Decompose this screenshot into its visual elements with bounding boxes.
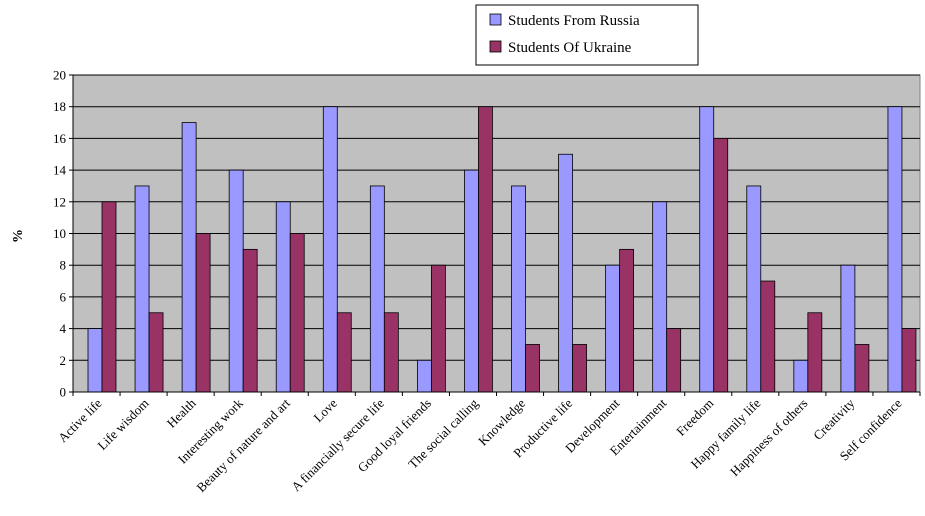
bar-ukraine [242, 248, 258, 393]
axes [72, 75, 921, 396]
bar-ukraine [336, 312, 352, 393]
bar-russia [134, 185, 150, 393]
legend-entry: Students From Russia [508, 13, 640, 29]
bar-ukraine [525, 344, 540, 393]
bar-russia [793, 359, 809, 393]
x-tick-label: A financially secure life [288, 395, 387, 494]
bar-russia [605, 264, 621, 393]
bar-ukraine [713, 137, 729, 393]
x-tick-label: Freedom [673, 396, 716, 439]
gridlines [73, 74, 920, 361]
bar-ukraine [666, 328, 682, 393]
x-tick-label: Creativity [810, 395, 858, 443]
bar-russia [511, 185, 526, 393]
y-tick-label: 4 [60, 321, 67, 336]
bar-russia [228, 169, 244, 393]
bar-russia [887, 106, 903, 393]
bar-ukraine [478, 106, 493, 393]
bar-russia [416, 359, 432, 393]
bar-russia [87, 328, 103, 393]
bar-russia [558, 153, 573, 393]
bar-ukraine [148, 312, 164, 393]
y-tick-label: 12 [53, 194, 66, 209]
legend-entry: Students Of Ukraine [508, 40, 632, 56]
bar-ukraine [195, 233, 211, 393]
bar-russia [369, 185, 385, 393]
y-tick-label: 6 [60, 289, 67, 304]
y-tick-label: 14 [53, 163, 67, 178]
x-tick-label: Health [164, 395, 199, 430]
y-tick-label: 10 [53, 226, 66, 241]
y-tick-label: 16 [53, 131, 67, 146]
bar-ukraine [760, 280, 776, 393]
bar-russia [181, 122, 197, 393]
legend-box [475, 4, 699, 66]
bar-ukraine [807, 312, 823, 393]
y-axis-label: % [11, 229, 26, 243]
x-tick-label: Beauty of nature and art [193, 395, 293, 495]
y-tick-label: 0 [60, 385, 67, 400]
bar-russia [464, 169, 479, 393]
legend-swatch [489, 40, 502, 53]
x-tick-label: Active life [55, 395, 105, 445]
bar-ukraine [854, 344, 870, 393]
bar-russia [746, 185, 762, 393]
x-tick-label: Love [310, 395, 340, 425]
bar-russia [322, 106, 338, 393]
y-tick-label: 8 [60, 258, 67, 273]
bar-russia [699, 106, 715, 393]
bar-ukraine [101, 201, 117, 393]
bar-ukraine [619, 248, 635, 393]
bar-ukraine [289, 233, 305, 393]
legend: Students From Russia Students Of Ukraine [475, 4, 699, 66]
x-tick-label: Life wisdom [94, 396, 151, 453]
bar-ukraine [572, 344, 587, 393]
bar-russia [840, 264, 856, 393]
bar-russia [275, 201, 291, 393]
bar-russia [652, 201, 668, 393]
bars [87, 106, 917, 393]
y-tick-labels: 0 2 4 6 8 10 12 14 16 18 20 [53, 68, 73, 400]
y-tick-label: 18 [53, 99, 66, 114]
bar-ukraine [901, 328, 917, 393]
y-tick-label: 2 [60, 353, 67, 368]
bar-ukraine [383, 312, 399, 393]
legend-swatch [489, 13, 502, 26]
y-tick-label: 20 [53, 68, 66, 83]
bar-ukraine [430, 264, 446, 393]
